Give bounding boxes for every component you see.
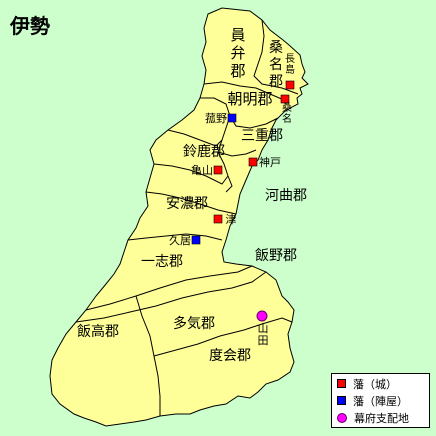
legend-label-bakufu: 幕府支配地: [354, 411, 409, 425]
legend-item-castle: 藩（城）: [337, 376, 397, 391]
bakufu-circle-icon: [337, 412, 347, 423]
district-borders: [75, 19, 299, 416]
district-label-suzuka: 鈴鹿郡: [183, 143, 225, 160]
jinya-square-icon: [337, 396, 346, 405]
legend-item-jinya: 藩（陣屋）: [337, 393, 408, 408]
place-label-komono: 菰野: [205, 112, 227, 125]
district-label-taki: 多気郡: [173, 315, 215, 332]
place-label-kuwana-town: 桑名: [282, 102, 292, 125]
district-label-mie: 三重郡: [241, 128, 283, 144]
district-label-ano: 安濃郡: [166, 196, 208, 212]
district-label-iitaka: 飯高郡: [77, 323, 119, 340]
legend-label-castle: 藩（城）: [353, 377, 397, 391]
jinya-marker-komono: [227, 113, 237, 123]
district-label-kawawa: 河曲郡: [265, 188, 307, 204]
ise-land: [49, 7, 309, 427]
district-label-ichishi: 一志郡: [141, 254, 183, 270]
district-label-watarai: 度会郡: [209, 348, 251, 364]
castle-marker-kuwana-town: [280, 94, 290, 104]
jinya-marker-hisai: [191, 235, 201, 245]
castle-marker-nagashima: [285, 80, 295, 90]
province-title: 伊勢: [10, 14, 50, 38]
place-label-kameyama: 亀山: [191, 163, 213, 177]
legend-label-jinya: 藩（陣屋）: [353, 394, 408, 408]
castle-square-icon: [337, 379, 346, 388]
place-label-nagashima: 長島: [285, 53, 295, 76]
district-label-inabe: 員弁郡: [230, 26, 245, 80]
district-label-iino: 飯野郡: [255, 247, 297, 264]
place-label-yamada: 山田: [258, 322, 269, 347]
district-label-asake: 朝明郡: [227, 90, 272, 108]
castle-marker-kambe: [248, 157, 258, 167]
place-label-hisai: 久居: [169, 234, 191, 247]
castle-marker-kameyama: [213, 165, 223, 175]
bakufu-marker-yamada: [256, 310, 268, 322]
place-label-kambe: 神戸: [259, 155, 281, 169]
map-legend: 藩（城） 藩（陣屋） 幕府支配地: [331, 373, 430, 428]
place-label-tsu: 津: [226, 213, 237, 226]
district-label-kuwana: 桑名郡: [269, 40, 283, 90]
legend-item-bakufu: 幕府支配地: [337, 410, 409, 425]
castle-marker-tsu: [213, 214, 223, 224]
